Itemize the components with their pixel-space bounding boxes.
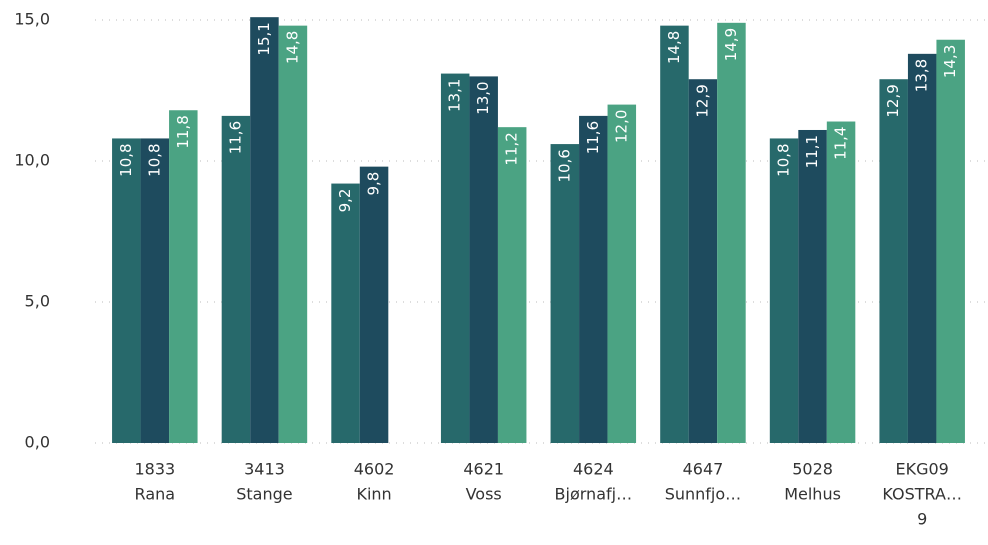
bar (769, 138, 799, 443)
bar (112, 138, 141, 443)
value-label: 13,1 (446, 79, 464, 112)
value-label: 11,1 (803, 135, 821, 168)
y-tick-label: 0,0 (25, 433, 50, 452)
bar (221, 115, 251, 443)
value-label: 14,8 (665, 31, 683, 64)
bar (936, 39, 965, 444)
x-tick-label: Melhus (784, 485, 841, 504)
x-tick-label: Voss (466, 485, 502, 504)
bar (579, 115, 608, 443)
bar (826, 121, 856, 444)
value-label: 10,6 (555, 149, 573, 182)
x-tick-label: 4624 (573, 460, 614, 479)
value-label: 14,3 (941, 45, 959, 78)
value-label: 12,9 (884, 84, 902, 117)
bar (331, 183, 360, 443)
x-tick-label: Rana (135, 485, 176, 504)
value-label: 11,6 (584, 121, 602, 154)
value-label: 10,8 (117, 143, 135, 176)
bar (907, 53, 937, 444)
x-tick-label: Bjørnafj… (555, 485, 633, 504)
value-label: 13,0 (474, 81, 492, 114)
bar (169, 110, 198, 444)
bar (717, 22, 746, 443)
x-tick-label: 5028 (792, 460, 833, 479)
x-tick-label: Sunnfjo… (665, 485, 741, 504)
y-tick-label: 5,0 (25, 292, 50, 311)
bar (440, 73, 470, 443)
bar (278, 25, 308, 443)
value-label: 11,6 (226, 121, 244, 154)
value-label: 14,9 (722, 28, 740, 61)
x-tick-label: 3413 (244, 460, 285, 479)
bar (550, 144, 580, 443)
value-label: 9,2 (336, 189, 354, 213)
bar (660, 25, 689, 443)
x-tick-label: 9 (917, 510, 927, 529)
x-tick-label: Stange (236, 485, 292, 504)
x-tick-label: 4602 (354, 460, 395, 479)
value-label: 10,8 (775, 143, 793, 176)
value-label: 12,9 (693, 84, 711, 117)
bar (879, 79, 908, 443)
value-label: 14,8 (283, 31, 301, 64)
y-tick-label: 15,0 (14, 10, 50, 29)
bar (607, 104, 637, 443)
x-tick-label: 4621 (463, 460, 504, 479)
y-tick-label: 10,0 (14, 151, 50, 170)
bar (359, 166, 389, 443)
value-label: 10,8 (145, 143, 163, 176)
bar (688, 79, 718, 443)
value-label: 15,1 (255, 22, 273, 55)
x-tick-label: Kinn (356, 485, 391, 504)
value-label: 12,0 (612, 110, 630, 143)
value-label: 9,8 (365, 172, 383, 196)
value-label: 13,8 (913, 59, 931, 92)
x-tick-label: 4647 (683, 460, 724, 479)
value-label: 11,8 (174, 115, 192, 148)
x-tick-label: EKG09 (896, 460, 949, 479)
x-tick-label: 1833 (134, 460, 175, 479)
bar (497, 127, 527, 443)
value-label: 11,4 (832, 127, 850, 160)
bar (140, 138, 170, 443)
bar (469, 76, 498, 444)
bar (798, 129, 827, 444)
bar (250, 17, 279, 444)
x-tick-label: KOSTRA… (882, 485, 962, 504)
value-label: 11,2 (503, 132, 521, 165)
